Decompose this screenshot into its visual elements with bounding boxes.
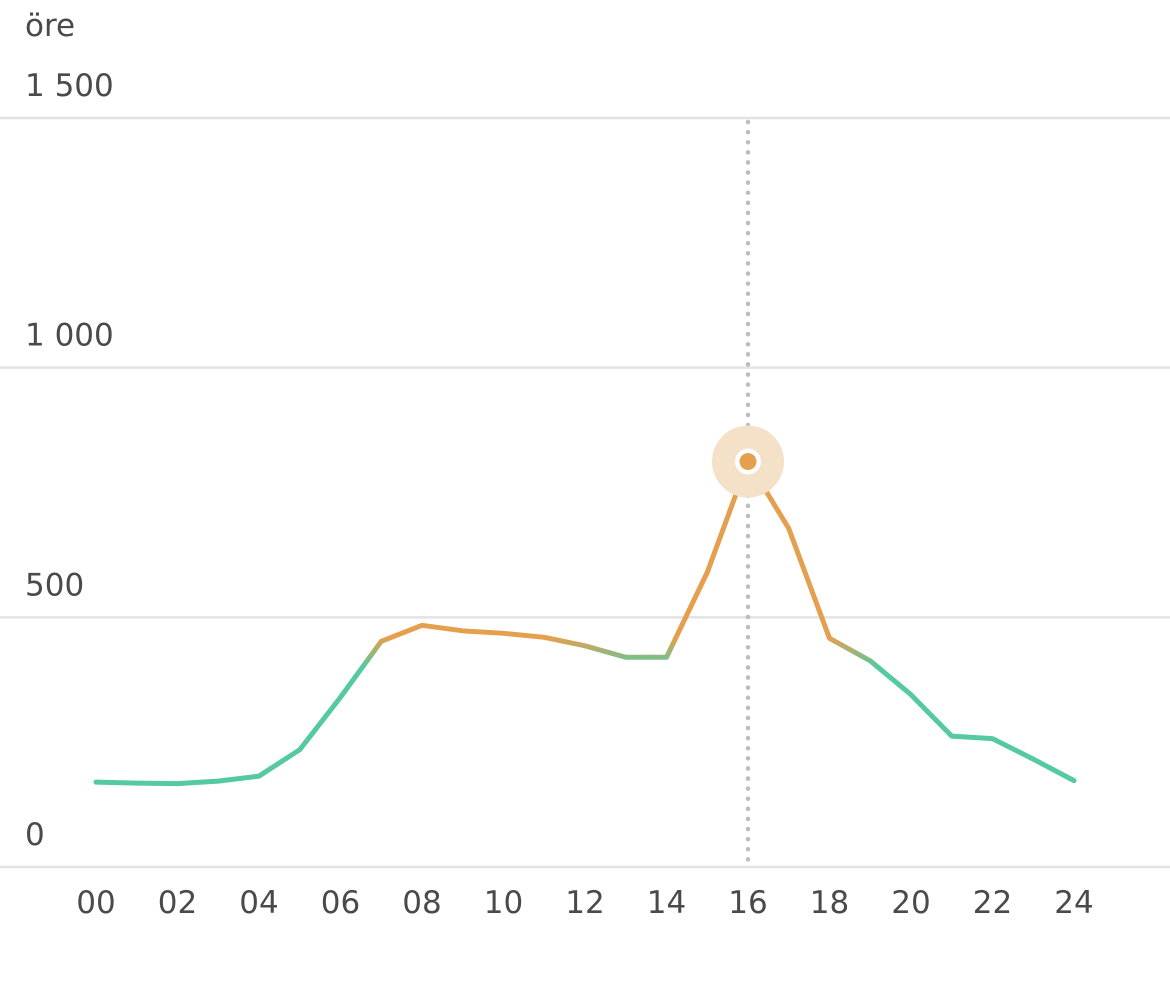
x-axis-ticks: 00 02 04 06 08 10 12 14 16 18 20 22 24 <box>76 885 1093 921</box>
highlight-marker <box>712 425 784 498</box>
x-tick-label-04: 04 <box>239 885 278 921</box>
x-tick-label-10: 10 <box>484 885 523 921</box>
x-tick-label-12: 12 <box>565 885 604 921</box>
y-tick-label-500: 500 <box>25 567 84 603</box>
y-tick-label-1500: 1 500 <box>25 68 114 104</box>
x-tick-label-22: 22 <box>973 885 1012 921</box>
x-tick-label-06: 06 <box>321 885 360 921</box>
y-axis-unit-label: öre <box>25 8 76 44</box>
highlight-point[interactable] <box>739 453 757 471</box>
x-tick-label-00: 00 <box>76 885 115 921</box>
y-tick-label-0: 0 <box>25 817 45 853</box>
series-line-0 <box>93 459 1077 787</box>
x-tick-label-24: 24 <box>1054 885 1093 921</box>
y-axis-ticks: 0 500 1 000 1 500 <box>25 68 114 853</box>
x-tick-label-02: 02 <box>158 885 197 921</box>
x-tick-label-16: 16 <box>728 885 767 921</box>
x-tick-label-20: 20 <box>891 885 930 921</box>
x-tick-label-14: 14 <box>647 885 686 921</box>
series-layer <box>93 459 1077 787</box>
x-tick-label-08: 08 <box>402 885 441 921</box>
grid-lines <box>0 116 1170 869</box>
x-tick-label-18: 18 <box>810 885 849 921</box>
y-tick-label-1000: 1 000 <box>25 318 114 354</box>
